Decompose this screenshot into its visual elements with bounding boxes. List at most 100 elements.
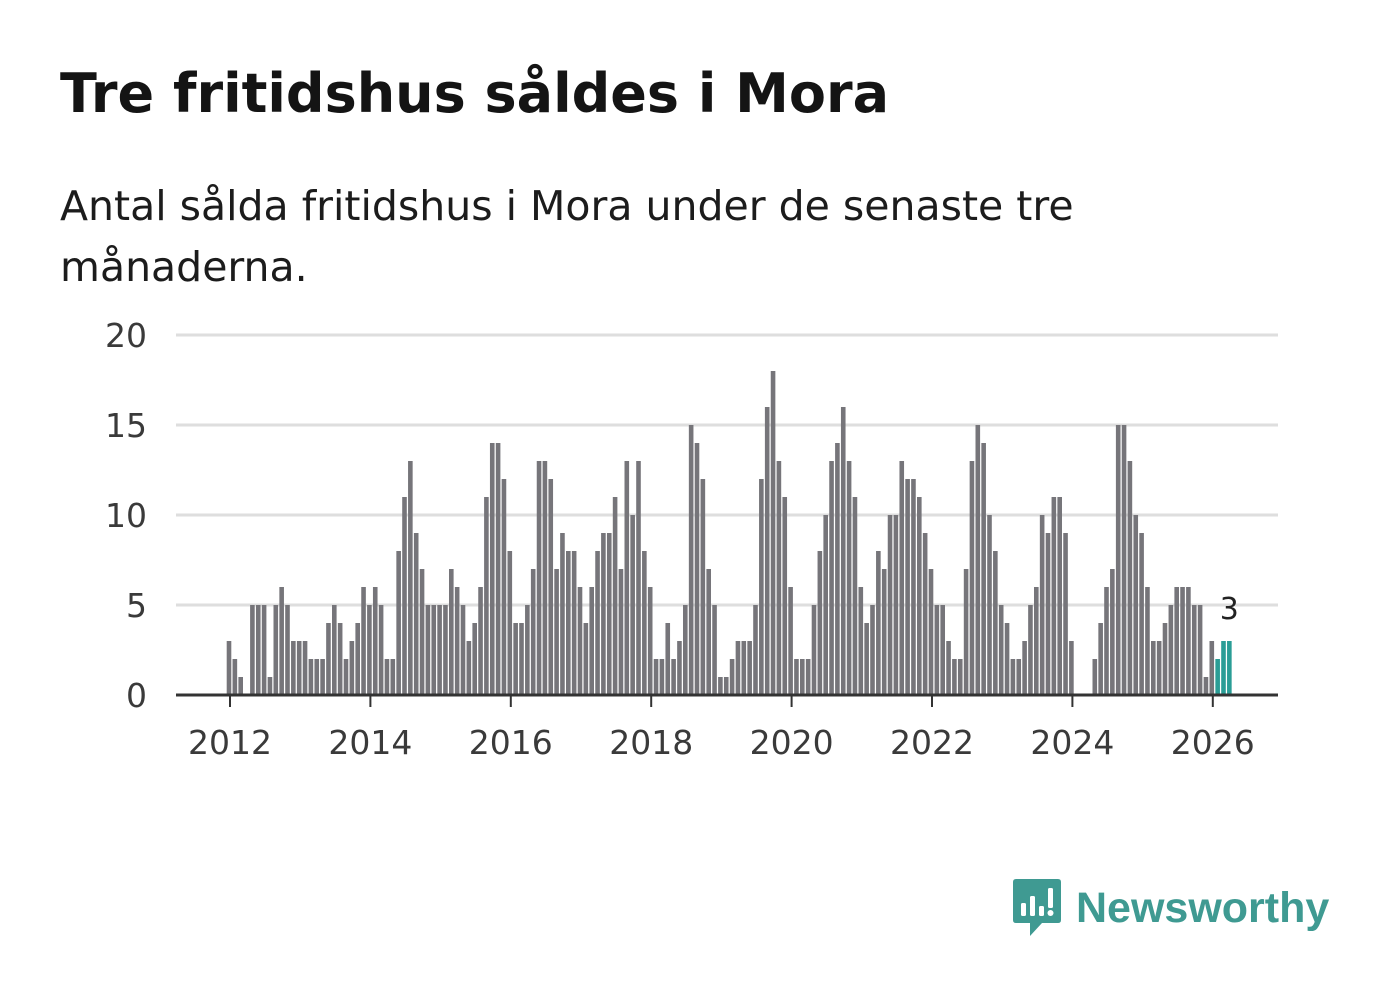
bar [858, 587, 864, 695]
bar [589, 587, 594, 695]
bar [513, 623, 518, 695]
bar [852, 497, 858, 695]
bar [525, 605, 530, 695]
bar [934, 605, 940, 695]
bar [647, 587, 653, 695]
bar [1016, 659, 1022, 695]
bar [688, 425, 694, 695]
bar [630, 515, 635, 695]
y-axis-labels: 0 5 10 15 20 [105, 316, 147, 715]
data-label: 3 [1220, 592, 1239, 627]
bar [823, 515, 828, 695]
bar [1227, 641, 1232, 695]
bar [1197, 605, 1203, 695]
bar [759, 479, 764, 695]
bar [1045, 533, 1051, 695]
bar [279, 587, 284, 695]
bar [981, 443, 986, 695]
x-tick-label: 2022 [890, 723, 974, 762]
brand-name: Newsworthy [1076, 883, 1330, 932]
bar [478, 587, 483, 695]
bar [811, 605, 817, 695]
bar [1039, 515, 1045, 695]
bar [770, 371, 776, 695]
bar [250, 605, 255, 695]
newsworthy-logo: Newsworthy [1010, 876, 1329, 940]
bar [987, 515, 992, 695]
bar [776, 461, 782, 695]
x-axis-labels: 2012 2014 2016 2018 2020 2022 2024 2026 [188, 695, 1255, 762]
bar [361, 587, 366, 695]
bar [642, 551, 647, 695]
bar [764, 407, 770, 695]
bar [975, 425, 981, 695]
bar [332, 605, 337, 695]
bar [735, 641, 741, 695]
bar [665, 623, 671, 695]
bar [495, 443, 501, 695]
x-tick-label: 2014 [328, 723, 412, 762]
bar [291, 641, 296, 695]
bar [308, 659, 314, 695]
bar [1186, 587, 1191, 695]
bar [957, 659, 963, 695]
bar [800, 659, 805, 695]
bar [519, 623, 524, 695]
bar [390, 659, 396, 695]
bar [922, 533, 928, 695]
bar [595, 551, 600, 695]
x-tick-label: 2018 [609, 723, 693, 762]
bar [893, 515, 899, 695]
bar [466, 641, 472, 695]
bar [940, 605, 945, 695]
bar [1133, 515, 1139, 695]
bar [1028, 605, 1033, 695]
gridlines [176, 333, 1278, 607]
bar [718, 677, 723, 695]
bar [946, 641, 951, 695]
bar [536, 461, 542, 695]
bar [1203, 677, 1209, 695]
bar [601, 533, 606, 695]
bar [1051, 497, 1057, 695]
bar [1110, 569, 1115, 695]
bar [753, 605, 758, 695]
bar [337, 623, 343, 695]
bar [659, 659, 665, 695]
bar [606, 533, 612, 695]
bar [723, 677, 729, 695]
bar [501, 479, 507, 695]
bar [1121, 425, 1127, 695]
bar [302, 641, 308, 695]
bar [255, 605, 261, 695]
bar [1139, 533, 1144, 695]
bar [817, 551, 823, 695]
bar [1069, 641, 1074, 695]
y-tick-label: 15 [105, 406, 147, 445]
bar [554, 569, 559, 695]
bar [1004, 623, 1010, 695]
bar [273, 605, 279, 695]
bar [530, 569, 536, 695]
bar [840, 407, 846, 695]
bar [969, 461, 975, 695]
bar [928, 569, 934, 695]
bar [1057, 497, 1062, 695]
bar [700, 479, 706, 695]
bar [484, 497, 489, 695]
chart-title: Tre fritidshus såldes i Mora [60, 62, 890, 125]
bar [1063, 533, 1068, 695]
bar [993, 551, 998, 695]
bar [238, 677, 243, 695]
y-tick-label: 5 [126, 586, 147, 625]
bar [887, 515, 893, 695]
bar [1191, 605, 1197, 695]
bar [384, 659, 390, 695]
bar [460, 605, 466, 695]
bar [1098, 623, 1103, 695]
bar [413, 533, 419, 695]
bar [378, 605, 384, 695]
bar [706, 569, 711, 695]
bar [694, 443, 700, 695]
